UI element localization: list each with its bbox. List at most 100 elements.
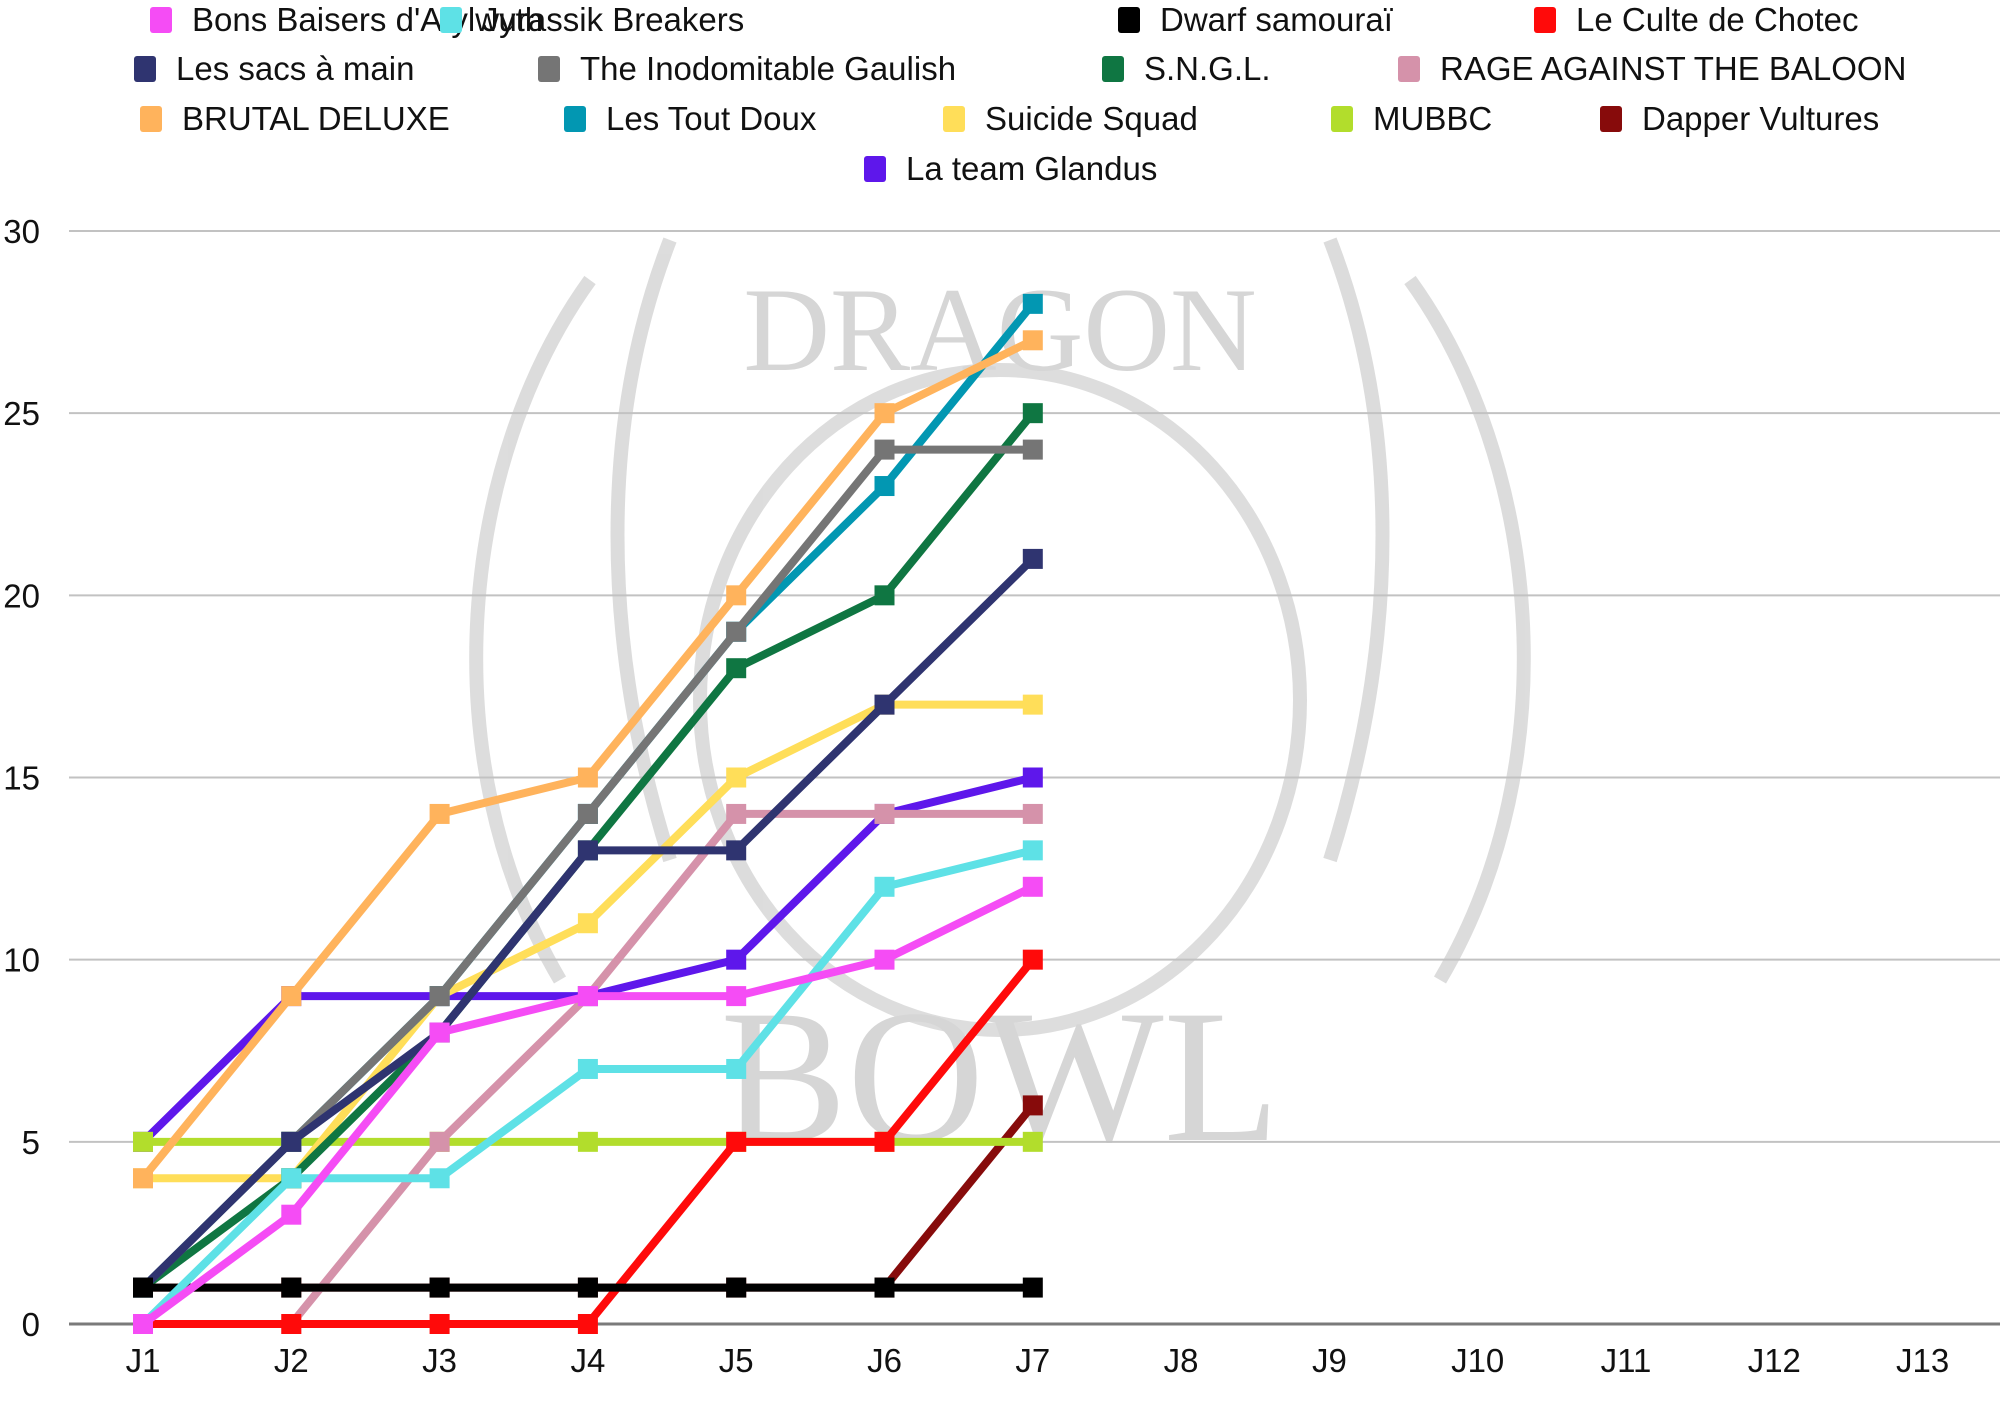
data-point-marker[interactable] (726, 621, 747, 642)
data-point-marker[interactable] (874, 439, 895, 460)
data-point-marker[interactable] (726, 840, 747, 861)
legend-item[interactable]: RAGE AGAINST THE BALOON (1398, 49, 1906, 89)
legend-item[interactable]: MUBBC (1331, 99, 1492, 139)
series-lines (133, 293, 1043, 1334)
legend-swatch-icon (1534, 7, 1556, 33)
legend-item[interactable]: Bons Baisers d'Atylwyth (150, 0, 543, 40)
legend-label: Bons Baisers d'Atylwyth (192, 1, 544, 38)
data-point-marker[interactable] (577, 986, 598, 1007)
data-point-marker[interactable] (874, 1131, 895, 1152)
data-point-marker[interactable] (726, 585, 747, 606)
series-brutal-deluxe[interactable] (133, 330, 1043, 1189)
data-point-marker[interactable] (1022, 293, 1043, 314)
data-point-marker[interactable] (133, 1314, 153, 1334)
data-point-marker[interactable] (874, 403, 895, 424)
legend-swatch-icon (150, 7, 172, 33)
x-tick-label: J5 (719, 1342, 754, 1379)
legend-item[interactable]: Les Tout Doux (564, 99, 816, 139)
data-point-marker[interactable] (726, 1277, 747, 1298)
legend-label: Jurassik Breakers (482, 1, 745, 38)
legend-item[interactable]: La team Glandus (864, 149, 1157, 189)
data-point-marker[interactable] (281, 1168, 302, 1189)
series-line (140, 883, 1035, 1328)
legend-item[interactable]: The Inodomitable Gaulish (538, 49, 956, 89)
series-dwarf-samoura-[interactable] (133, 1277, 1043, 1298)
data-point-marker[interactable] (1022, 1277, 1043, 1298)
data-point-marker[interactable] (1022, 767, 1043, 788)
legend-label: The Inodomitable Gaulish (580, 50, 957, 87)
data-point-marker[interactable] (726, 1131, 747, 1152)
data-point-marker[interactable] (577, 1277, 598, 1298)
x-tick-label: J3 (422, 1342, 457, 1379)
data-point-marker[interactable] (281, 1131, 302, 1152)
data-point-marker[interactable] (429, 803, 450, 824)
data-point-marker[interactable] (429, 1131, 450, 1152)
data-point-marker[interactable] (1022, 330, 1043, 351)
data-point-marker[interactable] (429, 1277, 450, 1298)
data-point-marker[interactable] (874, 585, 895, 606)
data-point-marker[interactable] (577, 767, 598, 788)
series-jurassik-breakers[interactable] (133, 840, 1043, 1334)
data-point-marker[interactable] (281, 986, 302, 1007)
legend-item[interactable]: S.N.G.L. (1102, 49, 1271, 89)
data-point-marker[interactable] (874, 949, 895, 970)
data-point-marker[interactable] (1022, 548, 1043, 569)
y-tick-label: 30 (3, 213, 40, 250)
data-point-marker[interactable] (1022, 439, 1043, 460)
data-point-marker[interactable] (429, 1314, 450, 1334)
series-bons-baisers-d-atylwyth[interactable] (133, 876, 1043, 1334)
data-point-marker[interactable] (726, 767, 747, 788)
data-point-marker[interactable] (133, 1168, 153, 1189)
data-point-marker[interactable] (726, 1058, 747, 1079)
data-point-marker[interactable] (1022, 949, 1043, 970)
legend-item[interactable]: Dwarf samouraï (1118, 0, 1393, 40)
data-point-marker[interactable] (874, 476, 895, 497)
legend-item[interactable]: Les sacs à main (134, 49, 414, 89)
data-point-marker[interactable] (281, 1277, 302, 1298)
data-point-marker[interactable] (577, 1131, 598, 1152)
x-tick-label: J8 (1164, 1342, 1199, 1379)
x-tick-label: J10 (1451, 1342, 1504, 1379)
data-point-marker[interactable] (577, 1314, 598, 1334)
data-point-marker[interactable] (577, 803, 598, 824)
data-point-marker[interactable] (874, 1277, 895, 1298)
data-point-marker[interactable] (874, 876, 895, 897)
data-point-marker[interactable] (1022, 694, 1043, 715)
data-point-marker[interactable] (577, 1058, 598, 1079)
data-point-marker[interactable] (1022, 1095, 1043, 1116)
data-point-marker[interactable] (577, 913, 598, 934)
legend-item[interactable]: Suicide Squad (943, 99, 1198, 139)
legend-item[interactable]: BRUTAL DELUXE (140, 99, 450, 139)
data-point-marker[interactable] (1022, 876, 1043, 897)
data-point-marker[interactable] (874, 694, 895, 715)
data-point-marker[interactable] (726, 803, 747, 824)
legend-label: RAGE AGAINST THE BALOON (1440, 50, 1907, 87)
data-point-marker[interactable] (1022, 803, 1043, 824)
data-point-marker[interactable] (429, 1168, 450, 1189)
data-point-marker[interactable] (1022, 840, 1043, 861)
legend-swatch-icon (140, 106, 162, 132)
data-point-marker[interactable] (874, 803, 895, 824)
x-tick-label: J13 (1896, 1342, 1949, 1379)
data-point-marker[interactable] (429, 1022, 450, 1043)
data-point-marker[interactable] (133, 1131, 153, 1152)
x-tick-label: J6 (867, 1342, 902, 1379)
data-point-marker[interactable] (429, 986, 450, 1007)
data-point-marker[interactable] (577, 840, 598, 861)
legend-item[interactable]: Le Culte de Chotec (1534, 0, 1859, 40)
data-point-marker[interactable] (726, 658, 747, 679)
data-point-marker[interactable] (1022, 1131, 1043, 1152)
legend-swatch-icon (1331, 106, 1353, 132)
legend-item[interactable]: Jurassik Breakers (440, 0, 744, 40)
data-point-marker[interactable] (726, 986, 747, 1007)
legend-swatch-icon (943, 106, 965, 132)
y-tick-label: 5 (22, 1124, 40, 1161)
data-point-marker[interactable] (281, 1314, 302, 1334)
data-point-marker[interactable] (726, 949, 747, 970)
data-point-marker[interactable] (1022, 403, 1043, 424)
series-mubbc[interactable] (133, 1131, 1043, 1152)
data-point-marker[interactable] (133, 1277, 153, 1298)
legend-item[interactable]: Dapper Vultures (1600, 99, 1879, 139)
data-point-marker[interactable] (281, 1204, 302, 1225)
